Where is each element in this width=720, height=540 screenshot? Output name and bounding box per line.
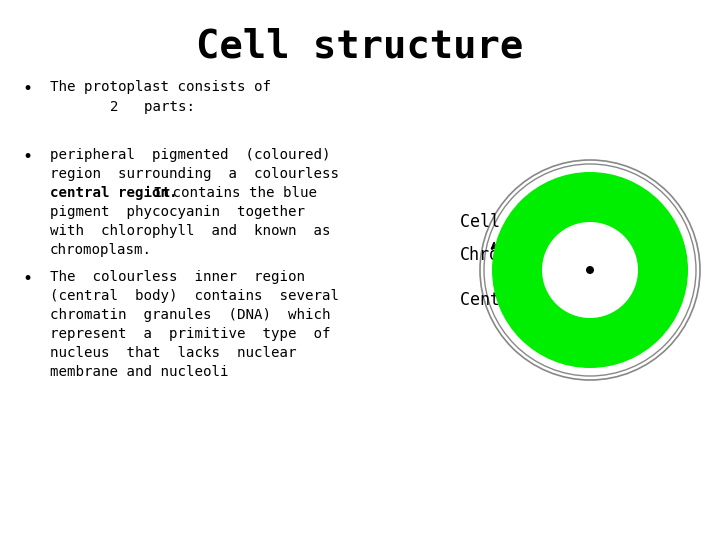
Text: peripheral  pigmented  (coloured): peripheral pigmented (coloured)	[50, 148, 330, 162]
Text: region  surrounding  a  colourless: region surrounding a colourless	[50, 167, 339, 181]
Text: •: •	[22, 148, 32, 166]
Circle shape	[484, 164, 696, 376]
Circle shape	[586, 266, 594, 274]
Circle shape	[480, 160, 700, 380]
Text: contains the blue: contains the blue	[164, 186, 317, 200]
Text: pigment  phycocyanin  together: pigment phycocyanin together	[50, 205, 305, 219]
Text: Cell wall: Cell wall	[460, 213, 550, 231]
Text: central region.: central region.	[50, 186, 178, 200]
Text: represent  a  primitive  type  of: represent a primitive type of	[50, 327, 330, 341]
Text: 2   parts:: 2 parts:	[110, 100, 195, 114]
Text: nucleus  that  lacks  nuclear: nucleus that lacks nuclear	[50, 346, 297, 360]
Circle shape	[492, 172, 688, 368]
Text: Chromoplast: Chromoplast	[460, 246, 570, 264]
Text: It: It	[145, 186, 171, 200]
Text: •: •	[22, 80, 32, 98]
Text: Central body: Central body	[460, 291, 580, 309]
Text: •: •	[22, 270, 32, 288]
Text: The  colourless  inner  region: The colourless inner region	[50, 270, 305, 284]
Text: chromoplasm.: chromoplasm.	[50, 243, 152, 257]
Text: Cell structure: Cell structure	[197, 28, 523, 66]
Circle shape	[542, 222, 638, 318]
Text: with  chlorophyll  and  known  as: with chlorophyll and known as	[50, 224, 330, 238]
Text: The protoplast consists of: The protoplast consists of	[50, 80, 271, 94]
Text: chromatin  granules  (DNA)  which: chromatin granules (DNA) which	[50, 308, 330, 322]
Text: (central  body)  contains  several: (central body) contains several	[50, 289, 339, 303]
Text: membrane and nucleoli: membrane and nucleoli	[50, 365, 228, 379]
